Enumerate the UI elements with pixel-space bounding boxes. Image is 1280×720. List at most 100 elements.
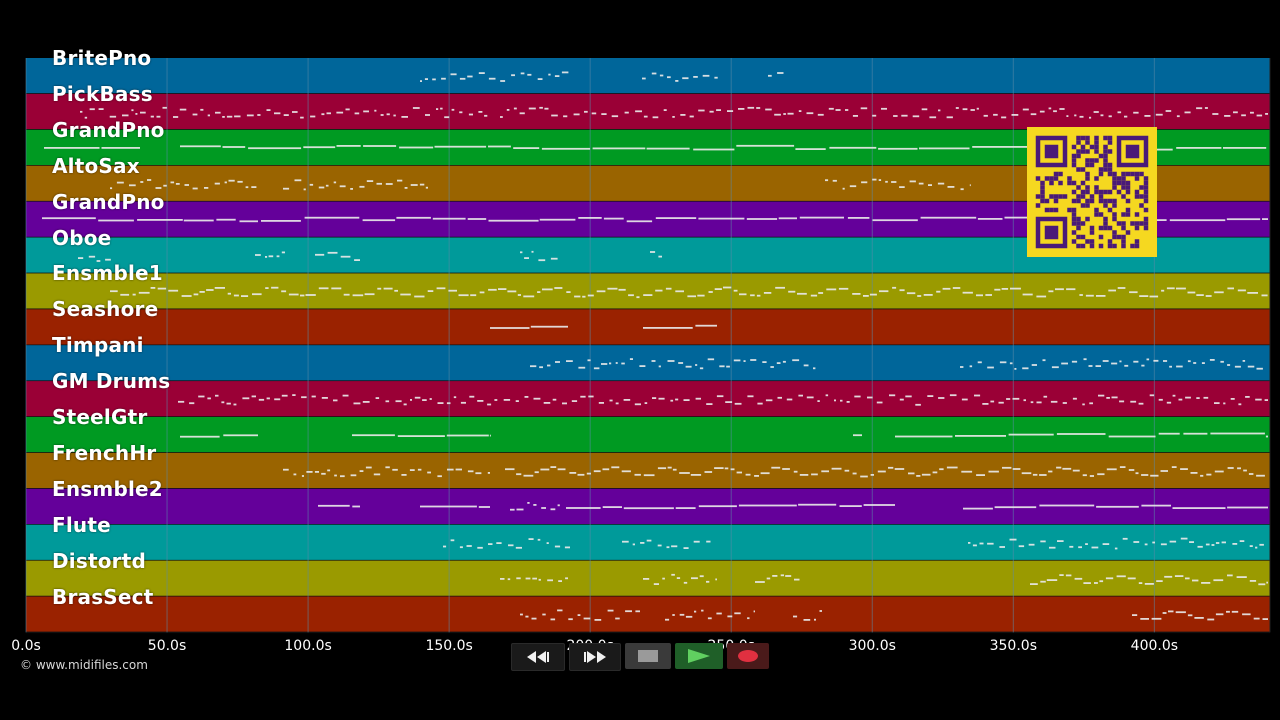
note-event [558, 580, 562, 582]
rewind-icon [527, 651, 549, 663]
rewind-button[interactable] [511, 643, 565, 671]
note-event [615, 362, 618, 364]
note-event [198, 395, 205, 398]
note-event [795, 148, 826, 150]
note-event [1223, 147, 1267, 149]
note-event [918, 182, 924, 185]
note-event [215, 394, 219, 397]
note-event [542, 288, 553, 291]
note-event [488, 543, 493, 545]
note-event [1141, 504, 1171, 507]
note-event [621, 362, 625, 365]
note-event [863, 504, 895, 506]
note-event [1265, 113, 1268, 115]
note-event [314, 471, 319, 473]
note-event [1196, 294, 1204, 296]
fast-forward-button[interactable] [569, 643, 621, 671]
note-event [252, 293, 262, 296]
note-event [658, 397, 665, 400]
note-event [853, 434, 862, 437]
qr-code[interactable] [1027, 127, 1157, 257]
note-event [551, 114, 558, 117]
note-event [147, 179, 152, 181]
note-event [1204, 107, 1208, 109]
note-event [587, 294, 594, 297]
note-event [1158, 398, 1163, 401]
note-event [222, 146, 246, 148]
note-event [503, 399, 511, 401]
note-event [544, 107, 549, 110]
note-event [562, 402, 567, 405]
note-event [223, 434, 258, 437]
note-event [584, 110, 588, 113]
transport-controls [511, 643, 769, 671]
note-event [140, 111, 146, 114]
note-event [336, 111, 344, 114]
note-event [1153, 359, 1159, 362]
note-event [960, 188, 964, 191]
note-event [1095, 365, 1101, 367]
note-event [1174, 575, 1184, 577]
track-label: Oboe [52, 225, 112, 250]
note-event [739, 293, 747, 296]
note-event [675, 507, 696, 509]
note-event [671, 573, 675, 576]
note-event [173, 116, 179, 118]
note-event [1039, 474, 1047, 476]
note-event [550, 257, 558, 260]
note-event [365, 466, 372, 469]
note-event [1132, 614, 1138, 616]
note-event [706, 403, 713, 405]
note-event [1018, 545, 1025, 548]
note-event [373, 473, 381, 476]
note-event [1180, 468, 1188, 470]
note-event [507, 578, 511, 581]
note-event [730, 468, 735, 471]
note-event [268, 255, 274, 258]
note-event [207, 114, 210, 117]
note-event [672, 468, 677, 471]
note-event [1256, 367, 1263, 370]
note-event [363, 110, 369, 113]
record-button[interactable] [727, 643, 769, 669]
note-event [1190, 472, 1198, 474]
play-button[interactable] [675, 643, 723, 669]
note-event [554, 287, 563, 289]
note-event [1102, 543, 1110, 545]
note-event [1048, 470, 1053, 473]
note-event [983, 114, 988, 117]
note-event [394, 289, 398, 292]
note-event [1220, 360, 1224, 363]
note-event [792, 359, 800, 362]
note-event [515, 546, 522, 549]
note-event [1200, 474, 1204, 477]
note-event [129, 184, 136, 187]
note-event [281, 251, 285, 254]
note-event [531, 617, 537, 620]
note-event [760, 472, 770, 475]
note-event [543, 402, 551, 404]
record-icon [738, 650, 758, 662]
note-event [98, 219, 134, 222]
note-event [1074, 114, 1077, 117]
note-event [697, 294, 705, 297]
note-event [1072, 397, 1077, 400]
note-event [547, 364, 551, 367]
note-event [1150, 474, 1159, 477]
note-event [1226, 610, 1230, 613]
note-event [1176, 287, 1186, 290]
note-event [487, 403, 492, 406]
note-event [1099, 580, 1104, 583]
note-event [969, 365, 973, 368]
note-event [498, 288, 507, 290]
note-event [1031, 364, 1037, 366]
note-event [634, 473, 641, 476]
note-event [622, 540, 629, 543]
note-event [434, 145, 487, 148]
note-event [657, 467, 667, 470]
note-event [305, 294, 316, 296]
stop-button[interactable] [625, 643, 671, 669]
note-event [488, 145, 511, 148]
note-event [1237, 289, 1246, 292]
note-event [694, 610, 697, 613]
